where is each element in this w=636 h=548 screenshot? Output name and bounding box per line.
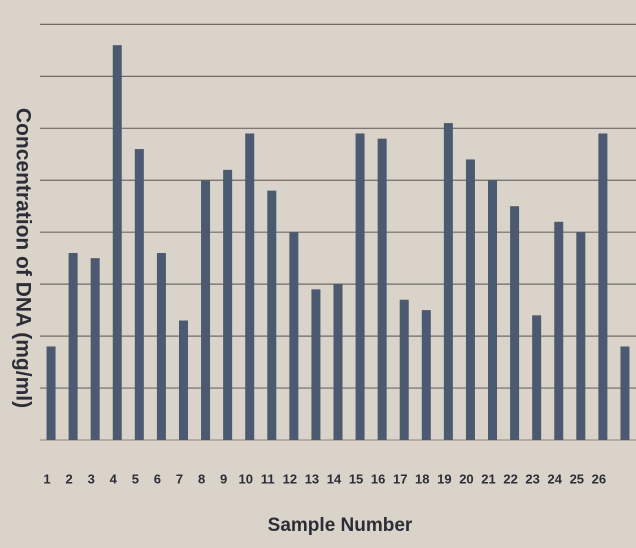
x-tick-label: 24 bbox=[548, 471, 563, 486]
x-tick-label: 22 bbox=[503, 471, 517, 486]
bar bbox=[223, 170, 232, 440]
bar bbox=[179, 321, 188, 440]
bar bbox=[201, 180, 210, 440]
x-tick-label: 15 bbox=[349, 471, 363, 486]
bar bbox=[334, 284, 343, 440]
x-tick-label: 20 bbox=[459, 471, 473, 486]
bar bbox=[400, 300, 409, 440]
bar bbox=[69, 253, 78, 440]
x-tick-label: 26 bbox=[592, 471, 606, 486]
x-axis-label: Sample Number bbox=[268, 515, 413, 536]
bar bbox=[488, 180, 497, 440]
bar bbox=[113, 45, 122, 440]
x-tick-label: 12 bbox=[283, 471, 297, 486]
x-tick-label: 25 bbox=[570, 471, 584, 486]
bar bbox=[422, 310, 431, 440]
x-tick-label: 11 bbox=[261, 471, 275, 486]
x-tick-label: 8 bbox=[198, 471, 205, 486]
bar bbox=[245, 133, 254, 440]
bar bbox=[311, 289, 320, 440]
bar bbox=[378, 139, 387, 440]
x-tick-label: 16 bbox=[371, 471, 385, 486]
x-tick-label: 3 bbox=[88, 471, 95, 486]
bar bbox=[289, 232, 298, 440]
x-tick-label: 5 bbox=[132, 471, 139, 486]
bar bbox=[47, 346, 56, 440]
x-tick-label: 19 bbox=[437, 471, 451, 486]
x-tick-label: 17 bbox=[393, 471, 407, 486]
y-axis-label: Concentration of DNA (mg/ml) bbox=[11, 108, 34, 408]
bar bbox=[554, 222, 563, 440]
x-tick-label: 1 bbox=[43, 471, 50, 486]
bar bbox=[510, 206, 519, 440]
x-tick-label: 7 bbox=[176, 471, 183, 486]
bar bbox=[576, 232, 585, 440]
bar bbox=[444, 123, 453, 440]
x-tick-label: 13 bbox=[305, 471, 319, 486]
bar bbox=[267, 191, 276, 440]
bar bbox=[157, 253, 166, 440]
x-tick-label: 23 bbox=[525, 471, 539, 486]
chart: Concentration of DNA (mg/ml) Sample Numb… bbox=[0, 0, 636, 548]
x-tick-label: 21 bbox=[481, 471, 495, 486]
x-tick-label: 6 bbox=[154, 471, 161, 486]
bar bbox=[598, 133, 607, 440]
x-tick-label: 18 bbox=[415, 471, 429, 486]
bar bbox=[135, 149, 144, 440]
x-tick-label: 2 bbox=[65, 471, 72, 486]
x-tick-label: 9 bbox=[220, 471, 227, 486]
bar bbox=[466, 159, 475, 440]
x-tick-label: 4 bbox=[110, 471, 118, 486]
bar bbox=[356, 133, 365, 440]
bar bbox=[91, 258, 100, 440]
x-tick-label: 14 bbox=[327, 471, 342, 486]
bar bbox=[620, 346, 629, 440]
x-tick-label: 10 bbox=[238, 471, 252, 486]
bar bbox=[532, 315, 541, 440]
